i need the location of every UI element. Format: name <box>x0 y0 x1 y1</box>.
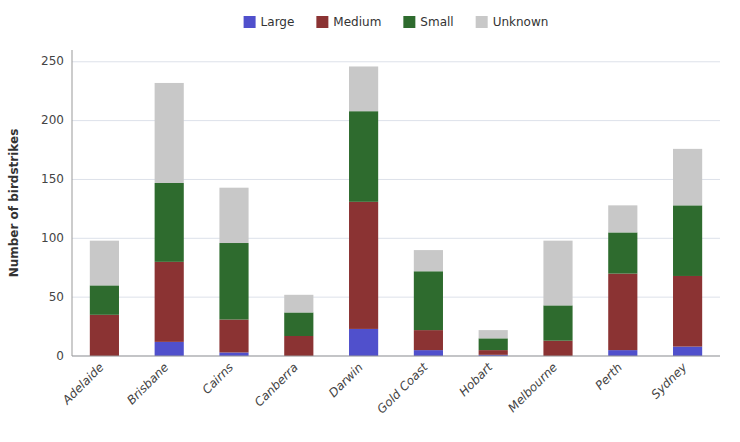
bar-segment <box>608 350 637 356</box>
bar-segment <box>479 338 508 350</box>
legend-label: Small <box>420 15 453 29</box>
y-tick-label: 250 <box>41 54 64 68</box>
bar-segment <box>219 352 248 356</box>
bar-segment <box>219 320 248 353</box>
bar-segment <box>673 347 702 356</box>
y-tick-label: 150 <box>41 172 64 186</box>
bar-segment <box>414 250 443 271</box>
bar-segment <box>284 295 313 313</box>
legend-swatch <box>316 16 328 28</box>
bar-segment <box>414 271 443 330</box>
bar-segment <box>608 274 637 351</box>
bar-segment <box>608 232 637 273</box>
x-tick-label: Perth <box>592 360 624 392</box>
legend-swatch <box>403 16 415 28</box>
legend-label: Large <box>261 15 295 29</box>
bar-segment <box>155 342 184 356</box>
x-tick-label: Melbourne <box>505 360 560 415</box>
bar-segment <box>414 350 443 356</box>
x-tick-label: Cairns <box>199 360 236 397</box>
y-axis-line <box>72 50 73 356</box>
bar-segment <box>155 262 184 342</box>
bar-segment <box>90 241 119 286</box>
y-tick-label: 100 <box>41 231 64 245</box>
y-axis-label: Number of birdstrikes <box>7 129 21 278</box>
bar-segment <box>349 66 378 111</box>
grid-line <box>72 356 720 357</box>
y-tick-label: 0 <box>56 349 64 363</box>
x-tick-label: Brisbane <box>124 360 171 407</box>
bar-segment <box>219 188 248 243</box>
bar-segment <box>608 205 637 232</box>
bar-segment <box>219 243 248 320</box>
grid-line <box>72 61 720 62</box>
bar-segment <box>349 111 378 202</box>
legend-swatch <box>244 16 256 28</box>
y-tick-label: 200 <box>41 113 64 127</box>
bar-segment <box>543 241 572 306</box>
x-tick-label: Gold Coast <box>374 359 431 416</box>
chart: 0 50 100 150 200 250 Adelaide Brisbane Cairns Can… <box>0 0 740 442</box>
bar-segment <box>543 341 572 356</box>
bar-segment <box>349 329 378 356</box>
y-grid <box>72 62 720 356</box>
legend: Large Medium Small Unknown <box>244 15 549 29</box>
x-tick-label: Darwin <box>326 360 366 400</box>
bar-segment <box>349 202 378 329</box>
bar-segment <box>673 276 702 347</box>
bar-segment <box>414 330 443 350</box>
x-tick-label: Canberra <box>252 360 301 409</box>
bar-segment <box>673 205 702 276</box>
bar-segment <box>90 315 119 356</box>
x-tick-label: Hobart <box>456 359 496 399</box>
legend-swatch <box>476 16 488 28</box>
bar-segment <box>284 336 313 356</box>
bar-segment <box>155 83 184 183</box>
bar-segment <box>155 183 184 262</box>
y-tick-label: 50 <box>49 290 64 304</box>
x-tick-label: Sydney <box>648 360 690 402</box>
x-tick-label: Adelaide <box>59 360 107 408</box>
bar-segment <box>673 149 702 205</box>
x-axis-line <box>72 356 720 357</box>
bar-segment <box>90 285 119 314</box>
bars <box>90 66 702 356</box>
bar-segment <box>479 350 508 355</box>
legend-label: Unknown <box>493 15 549 29</box>
bar-segment <box>284 312 313 336</box>
bar-segment <box>479 330 508 338</box>
chart-container: 0 50 100 150 200 250 Adelaide Brisbane Cairns Can… <box>0 0 740 442</box>
legend-label: Medium <box>333 15 381 29</box>
bar-segment <box>543 305 572 340</box>
